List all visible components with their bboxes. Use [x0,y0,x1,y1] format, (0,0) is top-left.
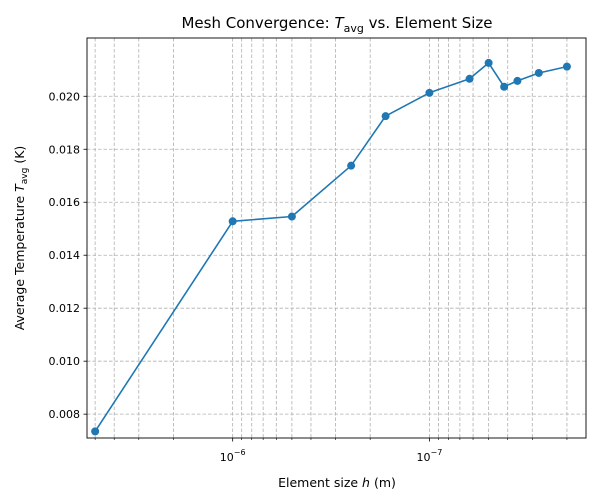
data-point [534,68,543,77]
data-point [500,82,509,91]
data-point [425,88,434,97]
x-axis-label: Element size h (m) [278,475,396,490]
data-point [347,161,356,170]
y-tick-label: 0.008 [49,408,81,421]
data-point [381,112,390,121]
series-layer [91,58,571,436]
y-tick-label: 0.010 [49,355,81,368]
y-tick-label: 0.014 [49,249,81,262]
chart-title: Mesh Convergence: Tavg vs. Element Size [181,14,492,35]
x-tick-label: 10−6 [220,448,246,464]
x-tick-label: 10−7 [417,448,443,464]
data-point [513,76,522,85]
y-tick-label: 0.016 [49,196,81,209]
data-point [465,74,474,83]
grid-layer [87,38,586,438]
plot-area-frame [86,37,587,439]
data-point [287,212,296,221]
series-line [94,62,568,432]
y-tick-label: 0.018 [49,143,81,156]
data-point [484,58,493,67]
y-tick-label: 0.012 [49,302,81,315]
y-axis-label: Average Temperature Tavg (K) [12,146,30,331]
data-point [228,217,237,226]
data-point [562,62,571,71]
y-tick-label: 0.020 [49,90,81,103]
data-point [91,427,100,436]
tick-layer: 10−6 10−7 0.008 0.010 0.012 0.014 0.016 0.018 0.… [49,90,568,464]
